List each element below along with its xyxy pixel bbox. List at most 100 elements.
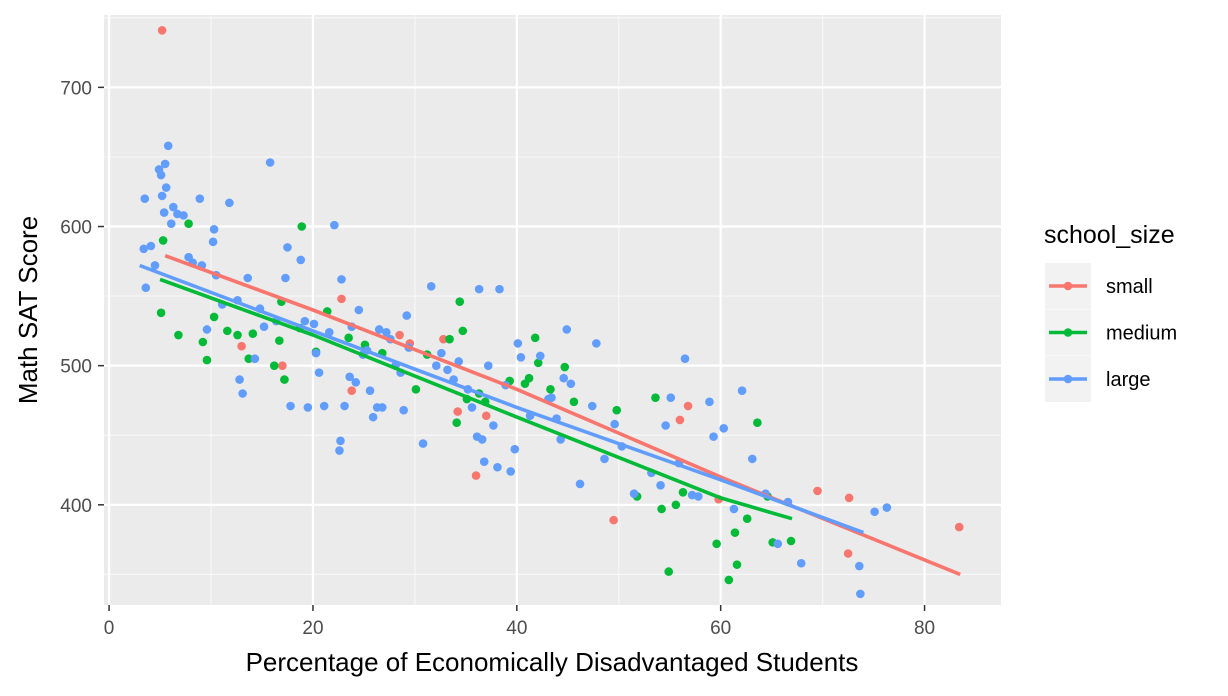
point-small	[471, 471, 481, 480]
point-large	[513, 339, 523, 348]
point-medium	[455, 297, 465, 306]
point-large	[296, 255, 306, 265]
point-large	[156, 170, 166, 180]
legend-key-point-small	[1063, 281, 1073, 291]
point-medium	[569, 397, 579, 407]
point-medium	[732, 560, 742, 569]
x-tick-label: 0	[104, 618, 115, 639]
point-small	[954, 522, 964, 532]
x-tick-label: 80	[914, 618, 935, 639]
point-large	[336, 436, 345, 446]
point-large	[225, 198, 234, 208]
point-large	[709, 432, 718, 441]
x-tick-label: 60	[710, 618, 731, 639]
point-large	[693, 492, 703, 501]
legend-label-large: large	[1106, 369, 1150, 391]
point-large	[382, 327, 391, 337]
point-large	[235, 375, 244, 384]
point-medium	[530, 333, 540, 343]
point-medium	[742, 514, 752, 524]
trend-line-large	[139, 263, 865, 535]
point-large	[140, 194, 150, 203]
point-medium	[209, 312, 219, 322]
point-large	[368, 412, 378, 422]
point-large	[467, 403, 477, 412]
x-tick-label: 40	[506, 618, 527, 639]
legend-key-point-medium	[1063, 328, 1073, 337]
point-large	[666, 393, 676, 402]
point-large	[146, 241, 156, 251]
point-large	[365, 386, 375, 396]
point-large	[281, 273, 290, 283]
point-large	[656, 481, 665, 490]
point-large	[157, 191, 167, 201]
point-large	[510, 444, 520, 454]
point-small	[481, 411, 491, 421]
point-medium	[280, 375, 289, 384]
point-large	[303, 403, 313, 412]
point-large	[592, 339, 601, 348]
point-medium	[445, 334, 454, 344]
point-medium	[248, 329, 258, 338]
x-tick-label: 20	[302, 618, 323, 639]
point-large	[437, 348, 446, 358]
point-large	[479, 457, 489, 466]
point-medium	[198, 337, 208, 347]
point-large	[202, 325, 212, 334]
point-medium	[411, 385, 421, 394]
point-large	[489, 421, 498, 430]
point-large	[159, 208, 169, 217]
point-small	[453, 407, 463, 416]
point-large	[309, 319, 319, 329]
point-large	[535, 351, 545, 361]
point-large	[163, 141, 173, 151]
y-tick-label: 500	[60, 357, 92, 378]
point-large	[283, 243, 292, 252]
point-large	[796, 558, 806, 568]
point-large	[374, 325, 384, 334]
point-large	[719, 423, 729, 433]
point-large	[337, 275, 346, 284]
point-large	[559, 373, 569, 383]
trend-line-medium	[159, 277, 793, 521]
point-medium	[671, 500, 681, 510]
point-large	[587, 401, 597, 411]
x-axis: 0 20 40 60 80	[104, 605, 935, 639]
minor-grid	[104, 15, 1001, 605]
point-medium	[452, 418, 461, 428]
point-medium	[730, 528, 740, 537]
point-large	[150, 261, 160, 270]
point-small	[157, 26, 167, 35]
legend-label-medium: medium	[1106, 323, 1177, 345]
point-large	[566, 379, 576, 389]
point-small	[683, 401, 693, 411]
point-large	[773, 539, 783, 549]
point-large	[493, 462, 502, 472]
point-large	[377, 403, 387, 412]
point-large	[747, 454, 757, 464]
point-small	[813, 486, 822, 496]
point-medium	[664, 567, 674, 576]
point-medium	[158, 236, 168, 245]
point-large	[474, 284, 484, 294]
point-medium	[223, 326, 232, 336]
data-points	[139, 26, 964, 599]
point-large	[319, 401, 329, 411]
legend-title: school_size	[1044, 221, 1175, 249]
point-large	[477, 435, 487, 444]
legend-keys: small medium large	[1045, 263, 1177, 402]
point-large	[259, 322, 269, 331]
point-large	[335, 446, 344, 455]
point-small	[395, 330, 404, 340]
y-tick-label: 600	[60, 218, 92, 239]
point-medium	[546, 385, 555, 394]
point-large	[870, 507, 879, 517]
point-large	[311, 348, 321, 358]
legend-key-point-large	[1063, 374, 1073, 384]
y-axis-title: Math SAT Score	[13, 216, 43, 404]
x-axis-title: Percentage of Economically Disadvantaged…	[246, 647, 859, 677]
point-large	[737, 386, 747, 396]
point-large	[243, 273, 253, 283]
point-medium	[156, 308, 166, 318]
point-small	[278, 361, 287, 370]
